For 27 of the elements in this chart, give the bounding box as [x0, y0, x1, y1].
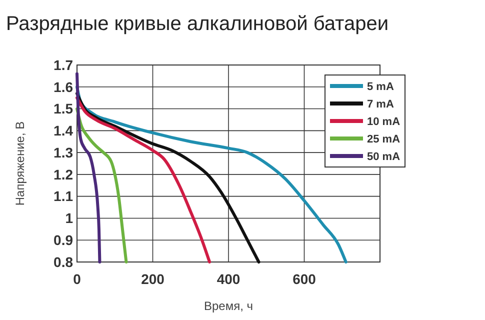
- legend-label: 7 mA: [367, 98, 394, 110]
- y-tick-label: 1.6: [54, 78, 74, 95]
- line-series: [76, 72, 102, 264]
- legend-label: 25 mA: [367, 133, 400, 146]
- y-tick-label: 1: [65, 210, 74, 226]
- y-tick-label: 1.1: [54, 188, 74, 204]
- x-tick-label: 400: [216, 271, 240, 287]
- x-axis-title: Время, ч: [204, 299, 254, 313]
- y-axis-title: Напряжение, В: [13, 121, 27, 206]
- y-tick-label: 0.9: [54, 232, 74, 248]
- x-tick-label: 600: [292, 271, 316, 287]
- x-tick-label: 200: [141, 271, 165, 287]
- line-series: [76, 107, 128, 264]
- chart-title: Разрядные кривые алкалиновой батареи: [6, 13, 388, 35]
- y-tick-label: 1.7: [54, 56, 74, 73]
- line-series: [76, 85, 348, 264]
- line-series: [76, 92, 260, 264]
- y-tick-label: 0.8: [54, 254, 74, 270]
- legend-label: 50 mA: [367, 150, 400, 163]
- y-tick-label: 1.5: [54, 100, 74, 117]
- legend-label: 10 mA: [367, 116, 400, 128]
- y-tick-label: 1.3: [54, 144, 74, 160]
- x-tick-label: 0: [73, 271, 82, 287]
- y-tick-label: 1.4: [54, 122, 74, 139]
- line-series: [76, 96, 212, 264]
- y-tick-label: 1.2: [54, 166, 74, 182]
- legend-label: 5 mA: [367, 80, 394, 93]
